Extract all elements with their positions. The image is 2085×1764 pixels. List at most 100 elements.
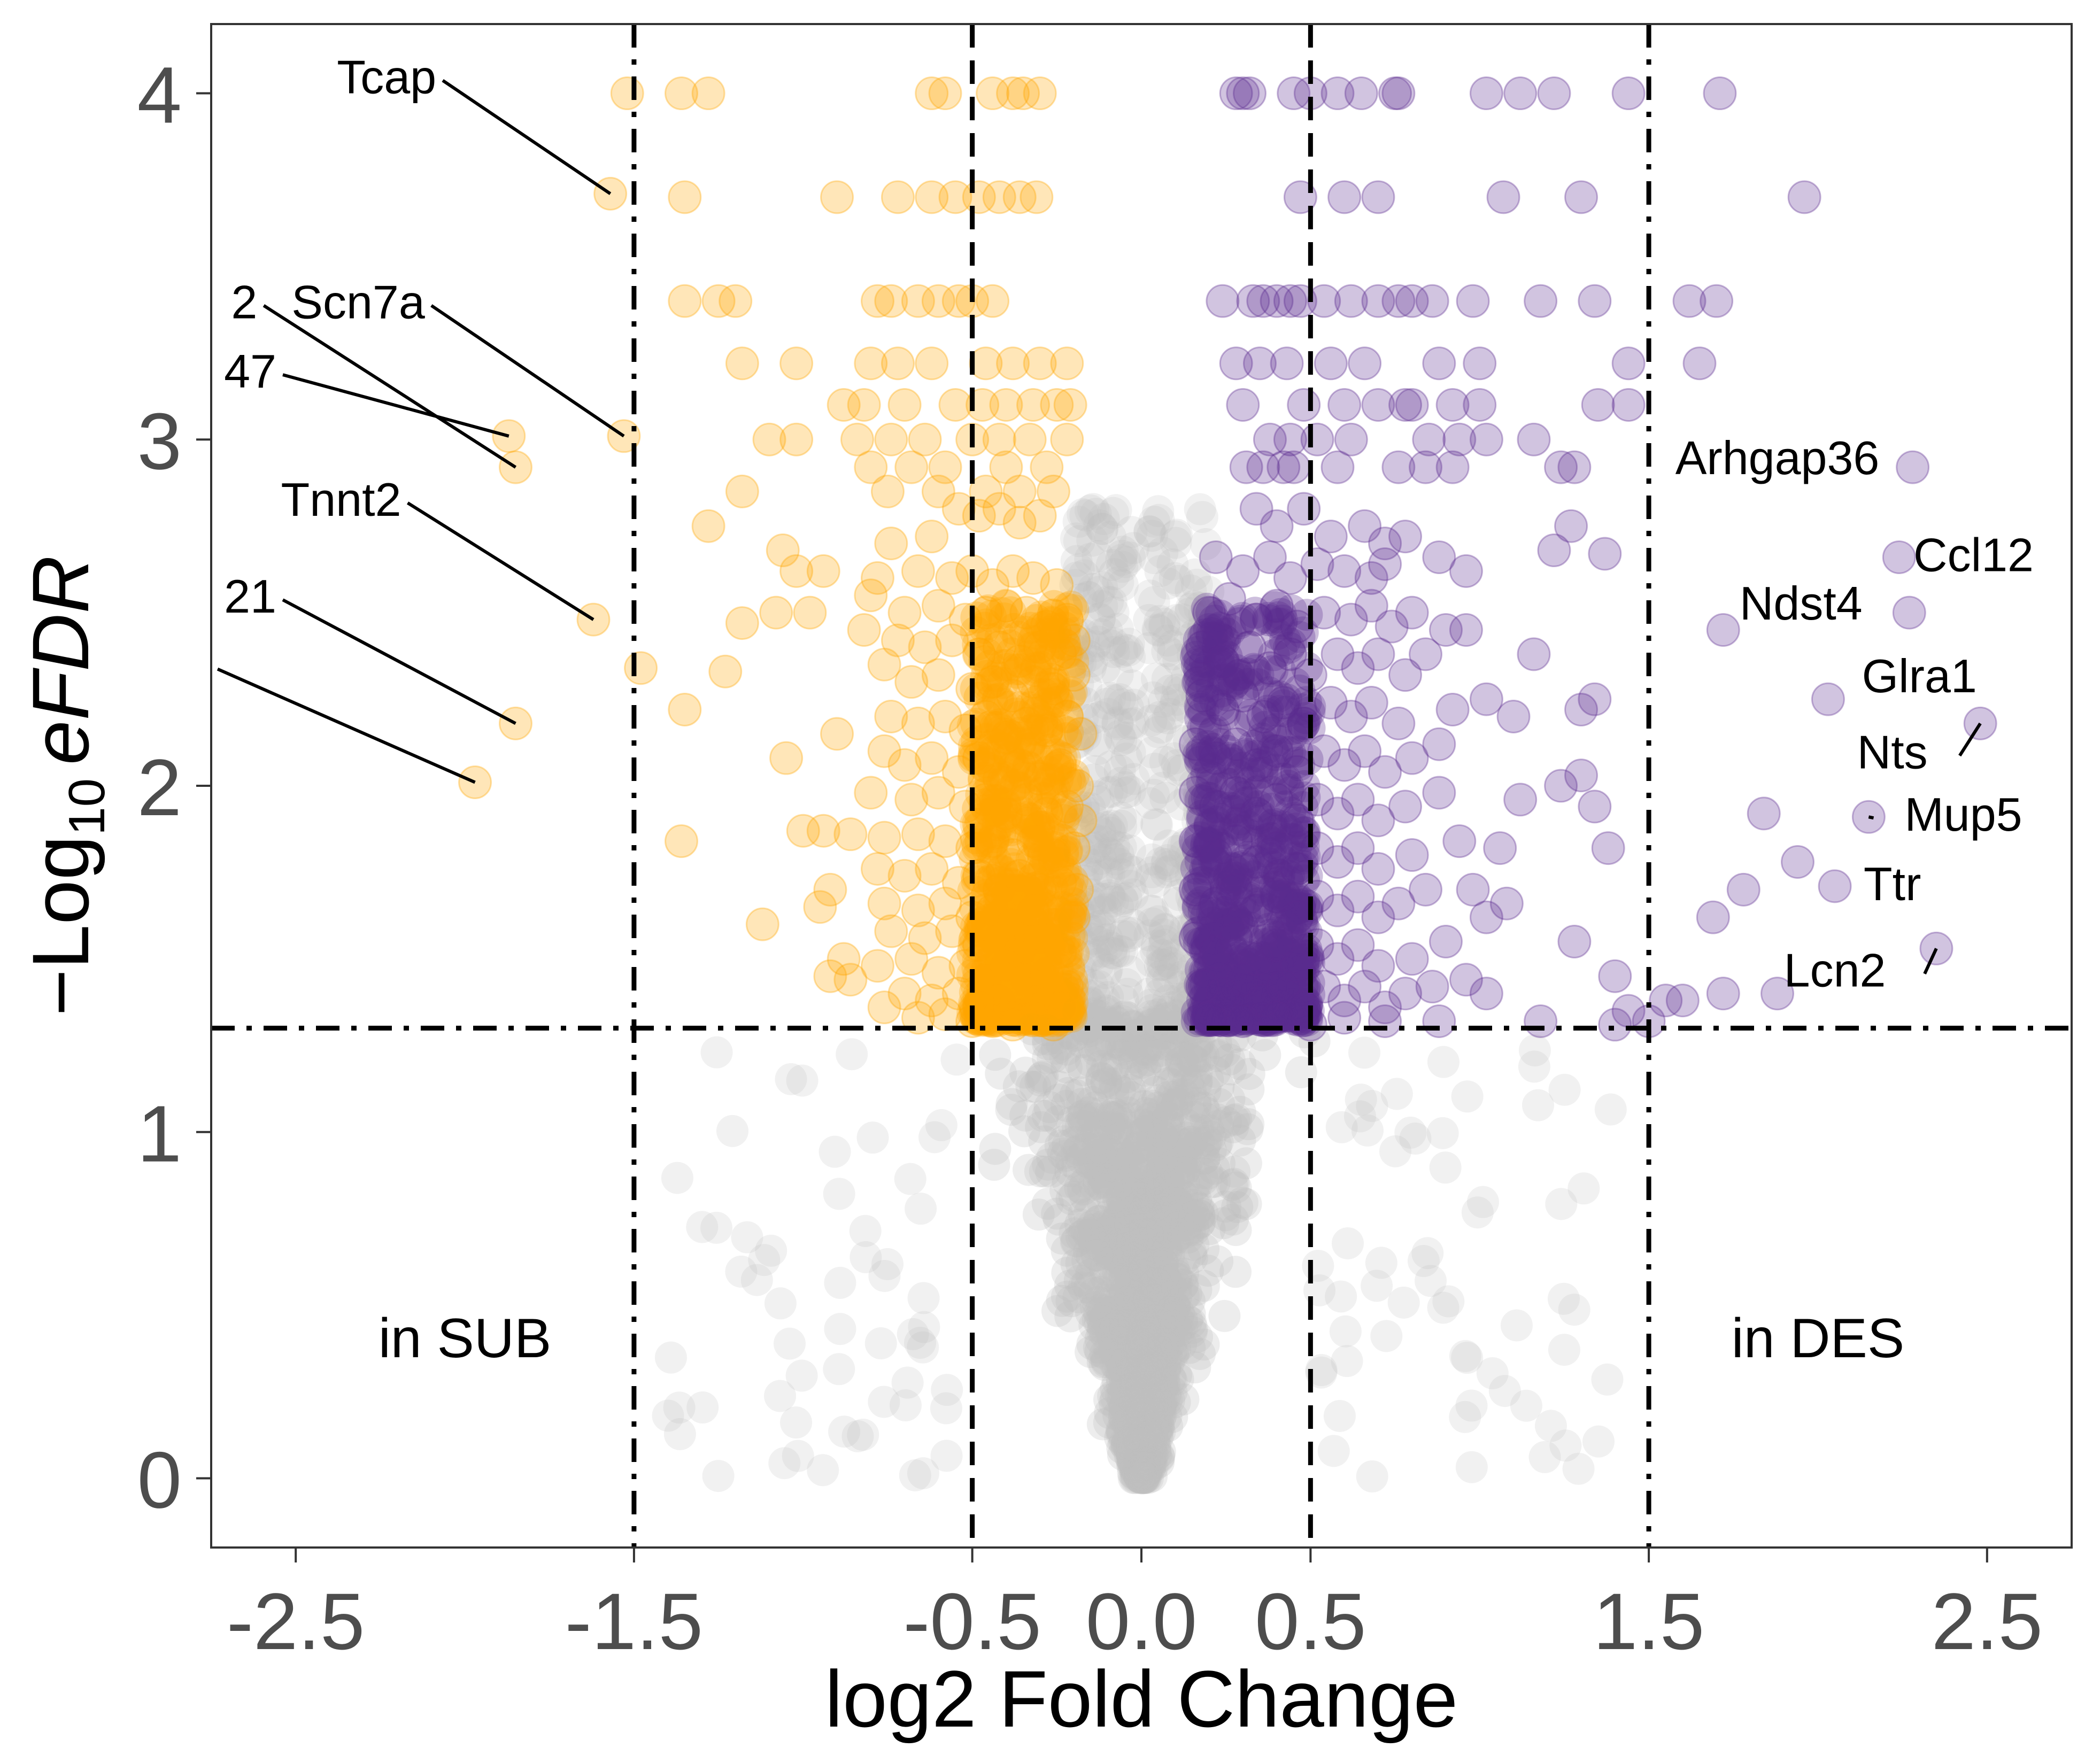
down-point [881,346,915,381]
ns-point [1130,1447,1163,1480]
ns-point [1156,1401,1188,1433]
ns-point [1139,1270,1171,1302]
ns-point [1108,1142,1140,1174]
ns-point [1427,1046,1460,1078]
ns-point [1121,1402,1153,1435]
ns-point [1103,1183,1136,1216]
ns-point [1145,1177,1177,1210]
ns-point [1114,1177,1147,1210]
ns-point [1118,1421,1151,1453]
ns-point [1166,1152,1199,1185]
ns-point [1092,1238,1124,1271]
ns-point [1130,1458,1162,1491]
up-point [1442,824,1477,858]
ns-point [1118,1437,1151,1470]
up-point [1787,180,1821,214]
ns-point [1173,1297,1206,1330]
ns-point [1163,1297,1195,1329]
ns-point [1108,1402,1140,1435]
up-point [1706,977,1740,1011]
ns-point [1146,1367,1179,1399]
ns-point [1167,1128,1199,1160]
ns-point [1046,1223,1078,1255]
ns-point [1117,1382,1150,1414]
ns-point [1166,1303,1199,1336]
ns-point [1162,1263,1194,1295]
down-point [854,578,888,613]
ns-point [1136,1147,1168,1179]
ns-point [1067,1173,1099,1206]
ns-point [1130,1392,1163,1425]
ns-point [1136,1440,1169,1472]
ns-point [1062,1134,1095,1166]
up-point [1408,637,1442,671]
ns-point [1144,1307,1177,1340]
ns-point [1119,1177,1152,1210]
ns-point [1083,1332,1115,1364]
ns-point [1113,1212,1145,1244]
ns-point [1106,1183,1139,1216]
ns-point [1356,1089,1388,1122]
ns-point [1157,1310,1190,1342]
ns-point [1098,1262,1131,1295]
ns-point [1124,1458,1156,1490]
down-point [901,554,935,588]
ns-point [1106,1432,1139,1464]
down-point [610,76,644,111]
ns-point [1166,1309,1199,1341]
ns-point [1150,1108,1183,1141]
ns-point [1107,1383,1139,1416]
ns-point [1125,1456,1158,1488]
ns-point [1146,1370,1178,1402]
ns-point [1168,1280,1200,1312]
ns-point [1122,1249,1155,1281]
ns-point [1124,1430,1156,1463]
ns-point [1096,1227,1129,1260]
ns-point [1119,1363,1152,1396]
ns-point [1152,1128,1185,1160]
ns-point [1123,1203,1155,1236]
ns-point [1100,1026,1133,1059]
ns-point [1051,1234,1083,1267]
down-point [1023,76,1057,111]
ns-point [1148,1186,1180,1218]
ns-point [1128,1445,1161,1478]
ns-point [1123,1445,1156,1477]
ns-point [1013,1154,1045,1186]
down-point [870,474,905,508]
ns-point [1164,1046,1197,1079]
ns-point [1149,1140,1182,1172]
ns-point [1116,1300,1149,1333]
ns-point [1046,1028,1078,1061]
ns-point [1158,1180,1191,1212]
ns-point [1090,1345,1123,1378]
ns-point [1099,1307,1131,1340]
ns-point [1159,1289,1191,1322]
ns-point [1176,1125,1208,1158]
ns-point [1136,1351,1169,1384]
ns-point [1127,1437,1160,1470]
ns-point [1135,1340,1168,1372]
ns-point [1116,1373,1148,1405]
ns-point [1098,1127,1130,1160]
ns-point [1182,1192,1214,1225]
ns-point [931,1374,963,1406]
ns-point [1024,1064,1056,1097]
ns-point [1119,1376,1152,1409]
up-point [1706,613,1740,647]
ns-point [1135,1163,1168,1196]
ns-point [1171,1040,1204,1072]
ns-point [1092,1231,1124,1263]
ns-point [1145,1305,1178,1337]
x-tick-label: 2.5 [1932,1576,2043,1666]
down-point [854,776,888,810]
ns-point [1114,1265,1147,1297]
ns-point [1042,1203,1075,1236]
ns-point [1115,1373,1148,1405]
ns-point [1161,1145,1193,1178]
ns-point [1117,1413,1149,1446]
ns-point [1103,1299,1136,1332]
ns-point [1060,1136,1093,1169]
ns-point [1118,1288,1151,1321]
ns-point [1117,1444,1149,1476]
